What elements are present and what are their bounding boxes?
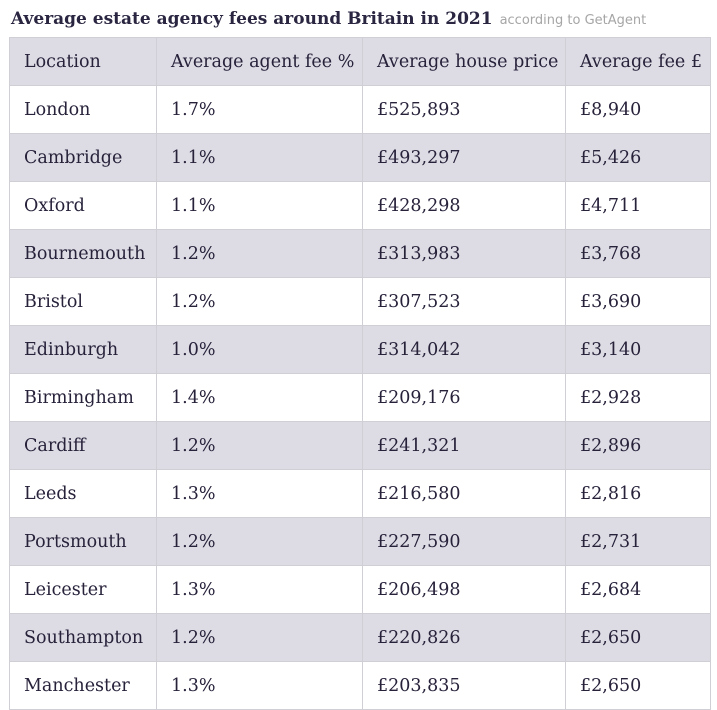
house-price-cell: £241,321	[362, 421, 566, 470]
table-row: Oxford 1.1% £428,298 £4,711	[9, 181, 711, 230]
table-row: Bournemouth 1.2% £313,983 £3,768	[9, 229, 711, 278]
fee-percent-cell: 1.2%	[156, 421, 363, 470]
fees-table: Location Average agent fee % Average hou…	[9, 37, 711, 710]
table-header: Location Average agent fee % Average hou…	[9, 37, 711, 86]
table-body: London 1.7% £525,893 £8,940 Cambridge 1.…	[9, 85, 711, 710]
header-row: Location Average agent fee % Average hou…	[9, 37, 711, 86]
fee-amount-cell: £3,768	[565, 229, 711, 278]
fee-percent-cell: 1.0%	[156, 325, 363, 374]
location-cell: London	[9, 85, 157, 134]
table-row: Birmingham 1.4% £209,176 £2,928	[9, 373, 711, 422]
column-header-fee-amount: Average fee £	[565, 37, 711, 86]
house-price-cell: £206,498	[362, 565, 566, 614]
fee-amount-cell: £3,690	[565, 277, 711, 326]
location-cell: Leeds	[9, 469, 157, 518]
location-cell: Oxford	[9, 181, 157, 230]
page-title: Average estate agency fees around Britai…	[11, 9, 493, 29]
fee-amount-cell: £2,896	[565, 421, 711, 470]
fee-percent-cell: 1.2%	[156, 517, 363, 566]
table-row: London 1.7% £525,893 £8,940	[9, 85, 711, 134]
fee-percent-cell: 1.2%	[156, 229, 363, 278]
table-row: Cambridge 1.1% £493,297 £5,426	[9, 133, 711, 182]
fee-amount-cell: £2,684	[565, 565, 711, 614]
column-header-house-price: Average house price	[362, 37, 566, 86]
location-cell: Birmingham	[9, 373, 157, 422]
house-price-cell: £525,893	[362, 85, 566, 134]
house-price-cell: £307,523	[362, 277, 566, 326]
fee-amount-cell: £2,928	[565, 373, 711, 422]
fee-percent-cell: 1.1%	[156, 181, 363, 230]
location-cell: Cardiff	[9, 421, 157, 470]
location-cell: Bristol	[9, 277, 157, 326]
location-cell: Portsmouth	[9, 517, 157, 566]
location-cell: Leicester	[9, 565, 157, 614]
house-price-cell: £313,983	[362, 229, 566, 278]
table-row: Leicester 1.3% £206,498 £2,684	[9, 565, 711, 614]
table-row: Leeds 1.3% £216,580 £2,816	[9, 469, 711, 518]
location-cell: Southampton	[9, 613, 157, 662]
fee-percent-cell: 1.7%	[156, 85, 363, 134]
fee-amount-cell: £2,816	[565, 469, 711, 518]
house-price-cell: £220,826	[362, 613, 566, 662]
location-cell: Cambridge	[9, 133, 157, 182]
table-row: Bristol 1.2% £307,523 £3,690	[9, 277, 711, 326]
fee-amount-cell: £2,731	[565, 517, 711, 566]
fee-percent-cell: 1.3%	[156, 565, 363, 614]
location-cell: Bournemouth	[9, 229, 157, 278]
column-header-location: Location	[9, 37, 157, 86]
fee-amount-cell: £4,711	[565, 181, 711, 230]
fee-percent-cell: 1.2%	[156, 613, 363, 662]
fee-percent-cell: 1.2%	[156, 277, 363, 326]
house-price-cell: £203,835	[362, 661, 566, 710]
fee-amount-cell: £8,940	[565, 85, 711, 134]
table-row: Edinburgh 1.0% £314,042 £3,140	[9, 325, 711, 374]
fee-amount-cell: £2,650	[565, 613, 711, 662]
house-price-cell: £216,580	[362, 469, 566, 518]
house-price-cell: £428,298	[362, 181, 566, 230]
table-row: Southampton 1.2% £220,826 £2,650	[9, 613, 711, 662]
fee-amount-cell: £5,426	[565, 133, 711, 182]
location-cell: Manchester	[9, 661, 157, 710]
house-price-cell: £493,297	[362, 133, 566, 182]
column-header-fee-percent: Average agent fee %	[156, 37, 363, 86]
page-heading: Average estate agency fees around Britai…	[11, 7, 646, 33]
source-note: according to GetAgent	[499, 13, 647, 28]
fee-amount-cell: £2,650	[565, 661, 711, 710]
fee-percent-cell: 1.3%	[156, 469, 363, 518]
house-price-cell: £314,042	[362, 325, 566, 374]
table-row: Manchester 1.3% £203,835 £2,650	[9, 661, 711, 710]
fee-percent-cell: 1.4%	[156, 373, 363, 422]
fee-amount-cell: £3,140	[565, 325, 711, 374]
table-row: Portsmouth 1.2% £227,590 £2,731	[9, 517, 711, 566]
house-price-cell: £227,590	[362, 517, 566, 566]
location-cell: Edinburgh	[9, 325, 157, 374]
fee-percent-cell: 1.3%	[156, 661, 363, 710]
house-price-cell: £209,176	[362, 373, 566, 422]
table-row: Cardiff 1.2% £241,321 £2,896	[9, 421, 711, 470]
fee-percent-cell: 1.1%	[156, 133, 363, 182]
